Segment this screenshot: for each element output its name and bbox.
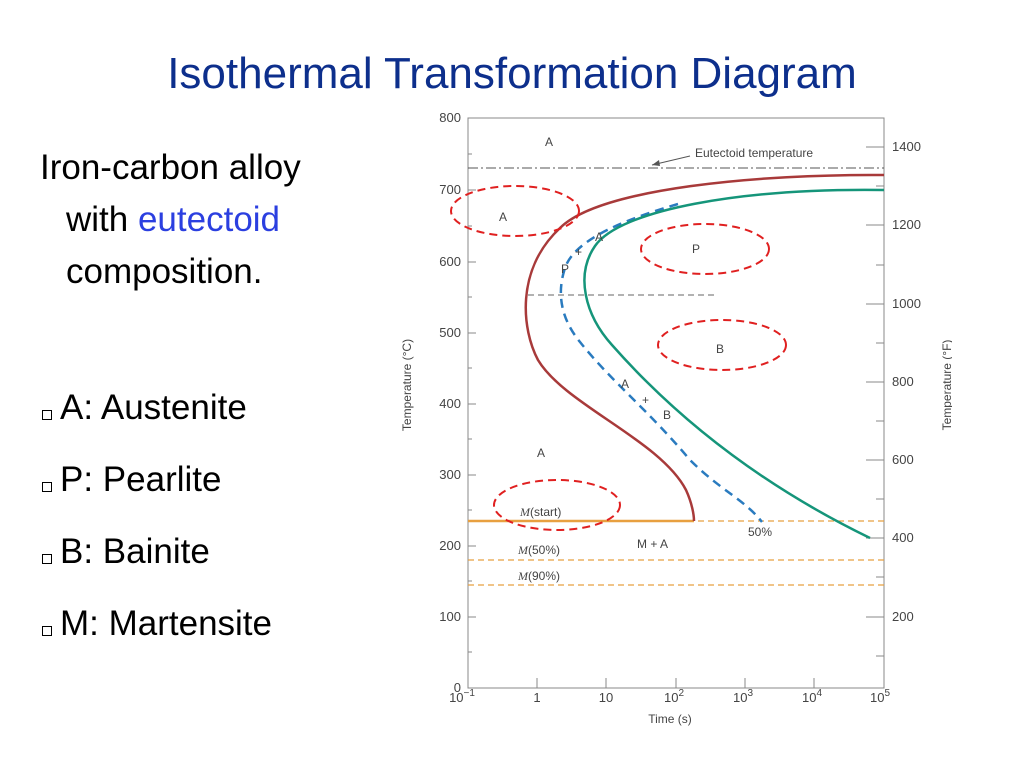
checkbox-bullet-icon <box>42 626 52 636</box>
y-left-tick-label: 0 <box>454 680 461 695</box>
bullet-label: B: Bainite <box>60 532 210 571</box>
highlight-ellipse-a <box>450 185 580 237</box>
y-right-tick-label: 800 <box>892 374 914 389</box>
y-right-tick-label: 400 <box>892 530 914 545</box>
x-tick-labels: 10−1 1 10 102 103 104 105 <box>449 688 890 705</box>
y-left-tick-label: 400 <box>439 396 461 411</box>
x-tick-label: 104 <box>802 688 822 705</box>
left-tick-labels: 0 100 200 300 400 500 600 700 800 <box>439 110 461 695</box>
region-a-small-upper: A <box>595 230 603 244</box>
eutectoid-highlight: eutectoid <box>137 200 281 239</box>
bullet-label: P: Pearlite <box>60 460 222 499</box>
region-p-small: P <box>561 262 569 276</box>
y-right-tick-label: 1200 <box>892 217 921 232</box>
fifty-percent-curve <box>559 202 763 523</box>
bullet-austenite: A: Austenite <box>42 372 402 444</box>
y-left-axis-title: Temperature (°C) <box>400 339 414 431</box>
x-tick-label: 102 <box>664 688 684 705</box>
y-left-tick-label: 300 <box>439 467 461 482</box>
x-tick-label: 10−1 <box>449 688 475 705</box>
m-50-label: M(50%) <box>517 543 560 557</box>
y-right-tick-label: 1000 <box>892 296 921 311</box>
intro-with: with <box>66 200 138 239</box>
region-a-mid: A <box>537 446 545 460</box>
region-a-small-lower: A <box>621 377 629 391</box>
plus-sign-lower: + <box>642 393 649 407</box>
x-tick-label: 10 <box>599 690 613 705</box>
y-left-tick-label: 700 <box>439 182 461 197</box>
x-tick-label: 103 <box>733 688 753 705</box>
region-b-circle-label: B <box>716 342 724 356</box>
highlight-ellipse-p <box>640 223 770 275</box>
x-tick-label: 105 <box>870 688 890 705</box>
right-axis-ticks <box>866 146 884 657</box>
bullet-pearlite: P: Pearlite <box>42 444 402 516</box>
checkbox-bullet-icon <box>42 554 52 564</box>
y-right-tick-label: 600 <box>892 452 914 467</box>
phase-legend-list: A: Austenite P: Pearlite B: Bainite M: M… <box>42 372 402 660</box>
plus-sign-upper: + <box>575 245 582 259</box>
start-curve <box>524 173 885 522</box>
fifty-percent-label: 50% <box>748 525 772 539</box>
region-a-top: A <box>545 135 553 149</box>
intro-text: Iron-carbon alloy with eutectoid composi… <box>40 142 400 298</box>
highlight-ellipses <box>450 185 787 531</box>
x-axis-title: Time (s) <box>648 712 692 726</box>
bottom-axis-ticks <box>536 678 815 688</box>
finish-curve <box>583 188 885 540</box>
region-labels: A A P B A P + A A + B M + A 50% <box>499 135 772 551</box>
bullet-label: M: Martensite <box>60 604 272 643</box>
highlight-ellipse-b <box>657 319 787 371</box>
y-right-tick-label: 1400 <box>892 139 921 154</box>
checkbox-bullet-icon <box>42 410 52 420</box>
region-b-small: B <box>663 408 671 422</box>
bullet-bainite: B: Bainite <box>42 516 402 588</box>
y-right-tick-label: 200 <box>892 609 914 624</box>
tt-diagram: 0 100 200 300 400 500 600 700 800 200 40… <box>400 110 952 726</box>
y-left-tick-label: 200 <box>439 538 461 553</box>
region-a-circle-label: A <box>499 210 507 224</box>
right-tick-labels: 200 400 600 800 1000 1200 1400 <box>892 139 921 624</box>
arrow-icon <box>652 160 660 166</box>
intro-line-1: Iron-carbon alloy <box>40 148 301 187</box>
eutectoid-label: Eutectoid temperature <box>695 146 813 160</box>
bullet-martensite: M: Martensite <box>42 588 402 660</box>
m-start-label: M(start) <box>519 505 561 519</box>
region-p-circle-label: P <box>692 242 700 256</box>
bullet-label: A: Austenite <box>60 388 247 427</box>
left-axis-ticks <box>468 117 476 689</box>
y-left-tick-label: 600 <box>439 254 461 269</box>
highlight-ellipse-m-start <box>493 479 621 531</box>
intro-line-2: with eutectoid <box>40 194 400 246</box>
m-90-label: M(90%) <box>517 569 560 583</box>
y-left-tick-label: 100 <box>439 609 461 624</box>
region-m-plus-a: M + A <box>637 537 668 551</box>
slide-title: Isothermal Transformation Diagram <box>167 49 857 98</box>
x-tick-label: 1 <box>533 690 540 705</box>
y-right-axis-title: Temperature (°F) <box>940 340 952 431</box>
y-left-tick-label: 800 <box>439 110 461 125</box>
intro-line-3: composition. <box>66 252 263 291</box>
checkbox-bullet-icon <box>42 482 52 492</box>
y-left-tick-label: 500 <box>439 325 461 340</box>
